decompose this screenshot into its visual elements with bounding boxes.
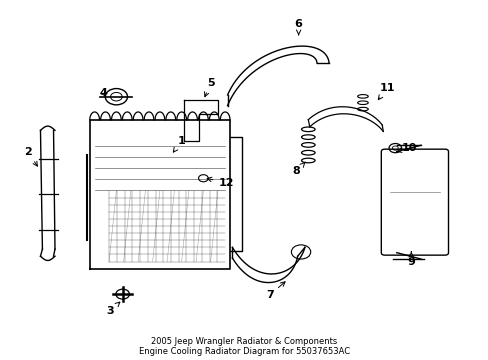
- Text: 12: 12: [207, 177, 233, 188]
- Text: 10: 10: [396, 143, 417, 153]
- Text: 2: 2: [24, 147, 37, 166]
- Text: 3: 3: [106, 302, 120, 316]
- FancyBboxPatch shape: [381, 149, 447, 255]
- Text: 7: 7: [265, 282, 285, 300]
- Text: 4: 4: [99, 88, 107, 98]
- Text: 9: 9: [407, 252, 414, 267]
- Text: 8: 8: [292, 162, 305, 176]
- Text: 5: 5: [204, 77, 214, 97]
- Text: 2005 Jeep Wrangler Radiator & Components
Engine Cooling Radiator Diagram for 550: 2005 Jeep Wrangler Radiator & Components…: [139, 337, 349, 356]
- Text: 1: 1: [173, 136, 185, 152]
- Text: 6: 6: [294, 19, 302, 35]
- Text: 11: 11: [378, 83, 394, 100]
